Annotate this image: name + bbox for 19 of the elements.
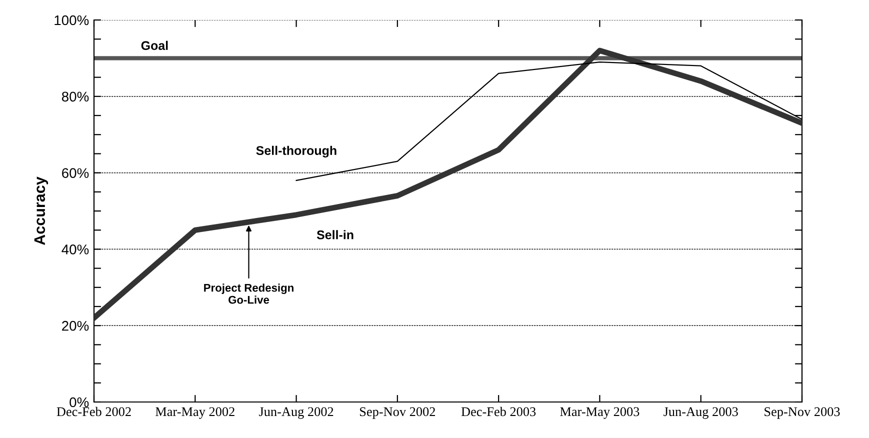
ref-line-label: Goal [141,40,168,50]
x-tick-label: Dec-Feb 2003 [461,406,536,416]
x-tick-label: Sep-Nov 2002 [360,407,435,419]
y-tick-label: 40% [62,244,89,254]
y-tick-label: 100% [54,15,89,26]
y-tick-label: 80% [62,92,89,102]
x-tick-label: Mar-May 2003 [560,407,640,419]
x-tick-label: Dec-Feb 2002 [56,406,131,416]
y-tick-label: 60% [62,168,89,178]
y-axis-title: Accuracy [34,176,48,246]
series-label: Sell-in [316,230,354,240]
y-tick-label: 20% [62,320,89,331]
annotation: Project Redesign Go-Live [204,284,294,304]
y-tick-label: 0% [70,397,89,408]
series-label: Sell-thorough [256,146,336,158]
x-tick-label: Mar-May 2002 [156,407,234,419]
x-tick-label: Sep-Nov 2003 [764,407,840,419]
x-tick-label: Jun-Aug 2003 [664,407,738,419]
x-tick-label: Jun-Aug 2002 [258,407,334,419]
